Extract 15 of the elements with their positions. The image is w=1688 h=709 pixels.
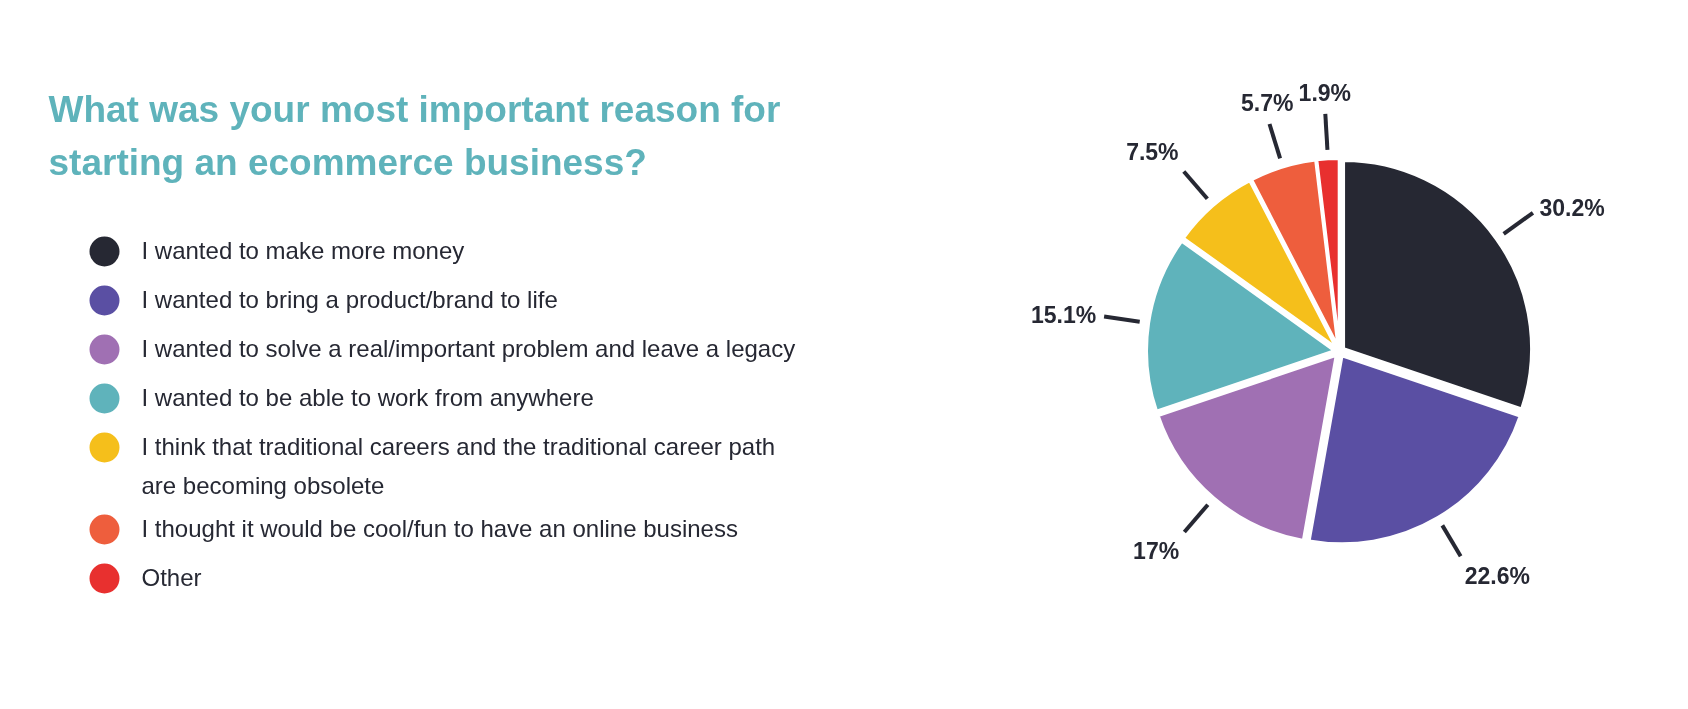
legend-label: I wanted to be able to work from anywhere [141,383,594,411]
legend-label: I wanted to make more money [141,236,465,264]
text: What was your most important reason for starting an ecommerce business? [48,88,781,183]
legend-label: I wanted to solve a real/important problem and leave a legacy [141,334,796,362]
data-label: 7.5% [1126,139,1179,166]
data-label: 5.7% [1240,90,1294,117]
data-label: 1.9% [1298,79,1352,106]
legend-label: I thought it would be cool/fun to have an online business [141,514,738,542]
legend-label: I think that traditional careers and the traditional career path are becoming obsolete [141,432,776,499]
legend-label: Other [141,563,202,591]
data-label: 22.6% [1464,563,1530,590]
legend-label: I wanted to bring a product/brand to life [141,285,558,313]
data-label: 17% [1133,538,1180,565]
data-label: 30.2% [1539,195,1605,222]
data-label: 15.1% [1030,302,1097,329]
